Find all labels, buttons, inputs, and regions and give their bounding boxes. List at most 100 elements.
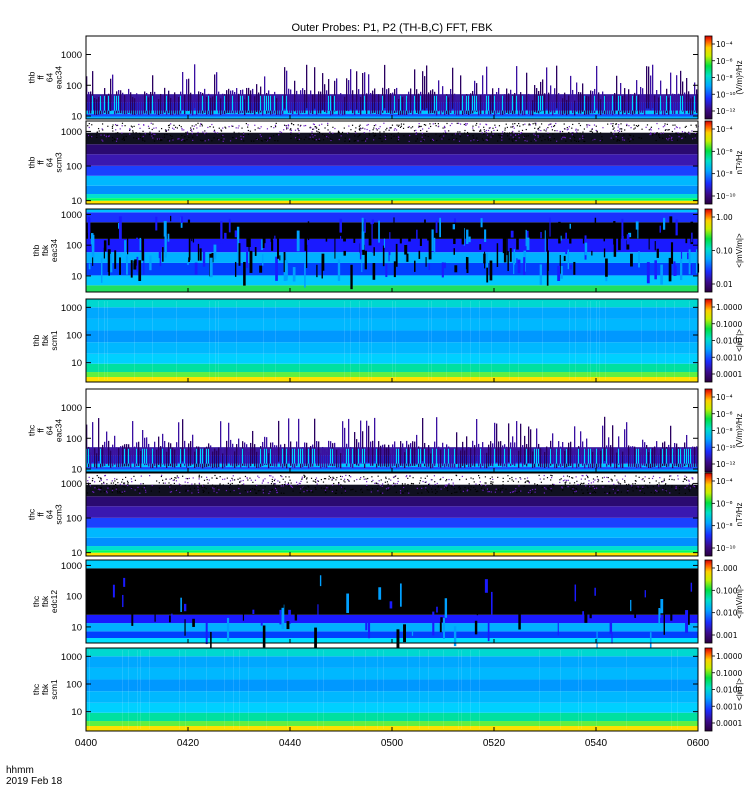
colorbar-tick-label: 10⁻⁸ bbox=[716, 427, 733, 436]
colorbar bbox=[704, 472, 713, 557]
colorbar-tick-label: 10⁻⁶ bbox=[716, 57, 733, 66]
spectrum-band bbox=[86, 353, 698, 364]
y-axis-label: thb bbox=[31, 334, 41, 346]
y-tick-label: 100 bbox=[66, 162, 82, 173]
spectrum-band bbox=[86, 679, 698, 692]
y-tick-label: 1000 bbox=[61, 50, 82, 61]
colorbar-tick-label: 10⁻⁸ bbox=[716, 74, 733, 83]
spectrum-band bbox=[86, 318, 698, 331]
colorbar-tick-label: 10⁻⁴ bbox=[716, 40, 733, 49]
panel-thb-fbk-scm1: 1000 100 10 thb fbk scm1 1.0000 0.1000 0.0100 0.0… bbox=[31, 298, 744, 383]
y-tick-label: 10 bbox=[71, 622, 82, 633]
spectrum-band bbox=[86, 262, 698, 276]
colorbar-tick-label: 10⁻⁶ bbox=[716, 147, 733, 156]
spectrum-texture bbox=[98, 301, 690, 380]
colorbar-tick-label: 10⁻⁸ bbox=[716, 522, 733, 531]
colorbar bbox=[704, 559, 713, 644]
x-tick-label: 0440 bbox=[279, 738, 302, 749]
spectrum-band bbox=[86, 238, 698, 253]
y-axis-label: ff bbox=[36, 160, 46, 165]
spectrum-texture bbox=[86, 416, 698, 469]
spectrum-band bbox=[86, 194, 698, 199]
panel-thc-ff-eac34: 1000 100 10 thc ff 64 eac34 10⁻⁴ 10⁻⁶ 10⁻⁸ 10⁻¹⁰ 10… bbox=[27, 388, 744, 476]
y-axis-label: thb bbox=[27, 156, 37, 168]
colorbar-tick-label: 10⁻⁶ bbox=[716, 410, 733, 419]
y-axis-label: 64 bbox=[45, 510, 55, 520]
y-axis-label: 64 bbox=[45, 73, 55, 83]
spectrum-band bbox=[86, 517, 698, 528]
y-tick-label: 100 bbox=[66, 434, 82, 445]
y-tick-label: 1000 bbox=[61, 403, 82, 414]
y-axis-label: edc12 bbox=[49, 590, 59, 613]
y-tick-label: 100 bbox=[66, 679, 82, 690]
spectrum-band bbox=[86, 550, 698, 553]
spectrum-band bbox=[86, 185, 698, 195]
colorbar-tick-label: 0.0001 bbox=[716, 719, 742, 728]
y-tick-label: 10 bbox=[71, 707, 82, 718]
spectrum-band bbox=[86, 702, 698, 713]
y-axis-label: fbk bbox=[40, 334, 50, 346]
colorbar-tick-label: 0.0100 bbox=[716, 686, 742, 695]
y-tick-label: 1000 bbox=[61, 210, 82, 221]
colorbar bbox=[704, 35, 713, 120]
panel-thb-fbk-eac34: 1000 100 10 thb fbk eac34 1.00 0.10 0.01 <|mV/m|> bbox=[31, 208, 744, 293]
colorbar-label: (V/m)²/Hz bbox=[735, 60, 744, 94]
colorbar bbox=[704, 120, 713, 205]
y-tick-label: 100 bbox=[66, 330, 82, 341]
y-tick-label: 10 bbox=[71, 548, 82, 559]
spectrum-band bbox=[86, 631, 698, 639]
colorbar-tick-label: 1.0000 bbox=[716, 652, 742, 661]
x-tick-label: 0600 bbox=[687, 738, 710, 749]
spectrum-band bbox=[86, 473, 698, 485]
spectrum-texture bbox=[86, 64, 698, 116]
spectrum-band bbox=[86, 198, 698, 201]
colorbar-tick-label: 0.10 bbox=[716, 247, 733, 256]
panel-thc-fbk-scm1: 1000 100 10 thc fbk scm1 1.0000 0.1000 0.0100 0.0… bbox=[31, 647, 744, 732]
spectrum-band bbox=[86, 222, 698, 239]
spectrum-texture bbox=[87, 122, 699, 143]
colorbar-tick-label: 10⁻¹² bbox=[716, 460, 736, 469]
x-tick-label: 0520 bbox=[483, 738, 506, 749]
spectrum-band bbox=[86, 299, 698, 308]
spectrum-band bbox=[86, 212, 698, 223]
colorbar-tick-label: 0.1000 bbox=[716, 320, 742, 329]
spectrum-band bbox=[86, 546, 698, 551]
x-tick-label: 0540 bbox=[585, 738, 608, 749]
colorbar-label: <|mV/m|> bbox=[735, 584, 744, 619]
y-tick-label: 1000 bbox=[61, 303, 82, 314]
spectrum-band bbox=[86, 330, 698, 343]
y-axis-label: fbk bbox=[40, 244, 50, 256]
y-tick-label: 100 bbox=[66, 241, 82, 252]
y-tick-label: 1000 bbox=[61, 127, 82, 138]
spectrum-band bbox=[86, 275, 698, 286]
x-axis: 0400 0420 0440 0500 0520 0540 0600 bbox=[75, 115, 710, 749]
y-tick-label: 10 bbox=[71, 196, 82, 207]
y-axis-label: thc bbox=[27, 424, 37, 436]
spectrum-band bbox=[86, 363, 698, 373]
colorbar-tick-label: 10⁻⁴ bbox=[716, 125, 733, 134]
spectrum-band bbox=[86, 667, 698, 680]
colorbar-tick-label: 0.0010 bbox=[716, 702, 742, 711]
colorbar-tick-label: 0.001 bbox=[716, 631, 738, 640]
y-tick-label: 100 bbox=[66, 592, 82, 603]
colorbar-tick-label: 0.100 bbox=[716, 586, 738, 595]
colorbar-tick-label: 10⁻⁶ bbox=[716, 499, 733, 508]
x-tick-label: 0500 bbox=[381, 738, 404, 749]
colorbar bbox=[704, 388, 713, 473]
colorbar-tick-label: 10⁻¹⁰ bbox=[716, 192, 736, 201]
spectrum-texture bbox=[89, 650, 678, 729]
y-tick-label: 10 bbox=[71, 271, 82, 282]
colorbar-tick-label: 10⁻⁸ bbox=[716, 170, 733, 179]
x-tick-label: 0400 bbox=[75, 738, 98, 749]
colorbar-tick-label: 0.010 bbox=[716, 609, 738, 618]
y-axis-label: fbk bbox=[40, 595, 50, 607]
spectrum-band bbox=[86, 712, 698, 722]
x-tick-label: 0420 bbox=[177, 738, 200, 749]
y-tick-label: 100 bbox=[66, 81, 82, 92]
y-tick-label: 10 bbox=[71, 112, 82, 123]
y-tick-label: 100 bbox=[66, 514, 82, 525]
colorbar-tick-label: 10⁻⁴ bbox=[716, 477, 733, 486]
colorbar-tick-label: 0.01 bbox=[716, 280, 733, 289]
colorbar-tick-label: 0.1000 bbox=[716, 669, 742, 678]
y-tick-label: 10 bbox=[71, 358, 82, 369]
